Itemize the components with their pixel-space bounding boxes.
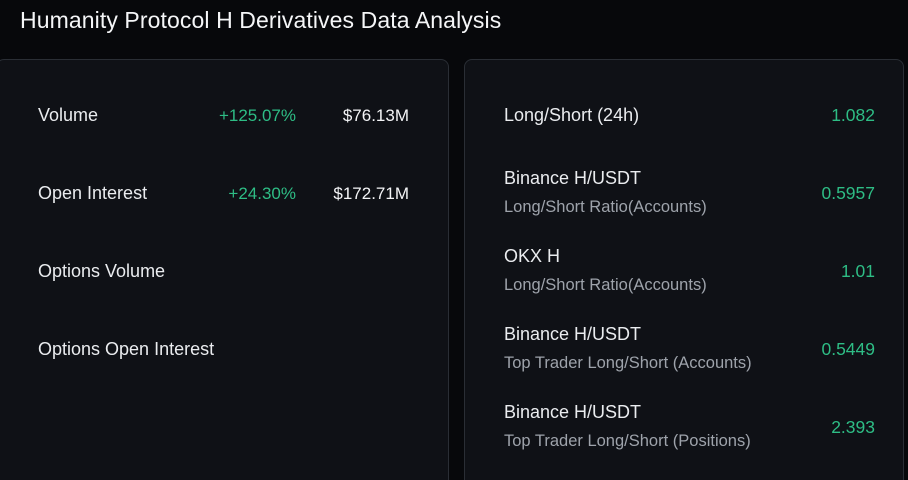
open-interest-value: $172.71M — [333, 184, 409, 203]
binance-top-trader-positions-subtitle: Top Trader Long/Short (Positions) — [504, 432, 751, 450]
long-short-24h-label: Long/Short (24h) — [504, 105, 640, 125]
binance-top-trader-positions-value: 2.393 — [831, 417, 875, 437]
okx-accounts-subtitle: Long/Short Ratio(Accounts) — [504, 276, 707, 294]
binance-accounts-subtitle: Long/Short Ratio(Accounts) — [504, 198, 707, 216]
binance-top-trader-accounts-value: 0.5449 — [821, 339, 875, 359]
binance-accounts-value: 0.5957 — [821, 183, 875, 203]
volume-value: $76.13M — [342, 106, 409, 125]
binance-top-trader-positions-title: Binance H/USDT — [504, 402, 642, 422]
long-short-panel: Long/Short (24h) 1.082 Binance H/USDT Lo… — [464, 59, 904, 480]
binance-top-trader-accounts-title: Binance H/USDT — [504, 324, 642, 344]
long-short-24h-value: 1.082 — [831, 105, 875, 125]
open-interest-change: +24.30% — [228, 184, 296, 203]
binance-top-trader-accounts-subtitle: Top Trader Long/Short (Accounts) — [504, 354, 752, 372]
okx-accounts-value: 1.01 — [840, 261, 875, 281]
options-open-interest-label: Options Open Interest — [38, 339, 215, 359]
binance-accounts-title: Binance H/USDT — [504, 168, 642, 188]
okx-accounts-title: OKX H — [504, 246, 561, 266]
open-interest-label: Open Interest — [38, 183, 148, 203]
options-volume-label: Options Volume — [38, 261, 166, 281]
volume-label: Volume — [38, 105, 99, 125]
page-title: Humanity Protocol H Derivatives Data Ana… — [20, 7, 502, 33]
market-metrics-panel: Volume +125.07% $76.13M Open Interest +2… — [0, 59, 449, 480]
volume-change: +125.07% — [218, 106, 296, 125]
